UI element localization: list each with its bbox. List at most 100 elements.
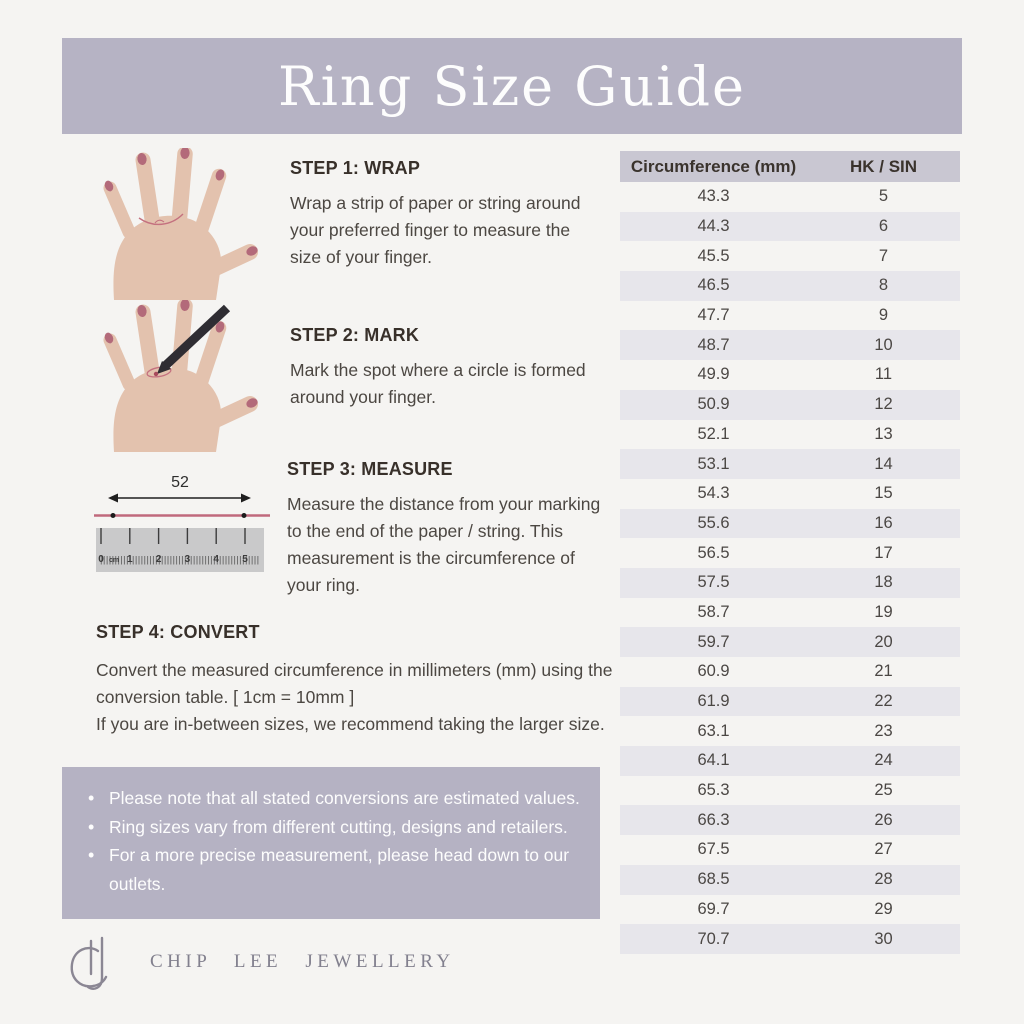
page-title: Ring Size Guide xyxy=(278,54,746,118)
table-row: 48.7 10 xyxy=(620,330,960,361)
table-row: 66.3 26 xyxy=(620,805,960,836)
size-cell: 21 xyxy=(874,662,893,681)
table-row: 70.7 30 xyxy=(620,924,960,954)
hand-with-pen-illustration xyxy=(95,300,270,452)
step-1-title: STEP 1: WRAP xyxy=(290,158,421,178)
ruler-label: 0 xyxy=(98,554,104,565)
step-4-description-note: If you are in-between sizes, we recommen… xyxy=(96,714,605,734)
circumference-cell: 45.5 xyxy=(697,246,730,265)
circumference-cell: 60.9 xyxy=(697,662,730,681)
step-3-section: STEP 3: MEASURE Measure the distance fro… xyxy=(287,459,607,599)
circumference-cell: 57.5 xyxy=(697,573,730,592)
table-row: 57.5 18 xyxy=(620,567,960,598)
circumference-cell: 50.9 xyxy=(697,395,730,414)
circumference-cell: 64.1 xyxy=(697,751,730,770)
size-cell: 27 xyxy=(874,840,893,859)
size-cell: 14 xyxy=(874,454,893,473)
size-cell: 8 xyxy=(878,276,889,295)
table-row: 55.6 16 xyxy=(620,508,960,539)
table-row: 59.7 20 xyxy=(620,627,960,657)
circumference-cell: 44.3 xyxy=(697,217,730,236)
size-cell: 5 xyxy=(878,187,889,206)
table-row: 67.5 27 xyxy=(620,835,960,865)
size-cell: 13 xyxy=(874,424,893,443)
table-row: 63.1 23 xyxy=(620,716,960,746)
conversion-table-body: 43.3 5 44.3 6 45.5 7 46.5 8 47.7 9 48.7 10 49.9 11 50.… xyxy=(620,182,960,954)
circumference-cell: 68.5 xyxy=(697,870,730,889)
step-3-title: STEP 3: MEASURE xyxy=(287,459,453,479)
size-cell: 29 xyxy=(874,899,893,918)
table-row: 68.5 28 xyxy=(620,864,960,895)
size-cell: 15 xyxy=(874,484,893,503)
chip-lee-monogram-logo xyxy=(70,936,108,990)
conversion-table: Circumference (mm) HK / SIN 43.3 5 44.3 6 45… xyxy=(620,151,960,954)
circumference-cell: 56.5 xyxy=(697,543,730,562)
table-row: 47.7 9 xyxy=(620,301,960,331)
table-row: 53.1 14 xyxy=(620,449,960,479)
table-row: 56.5 17 xyxy=(620,538,960,568)
step-2-title: STEP 2: MARK xyxy=(290,325,420,345)
table-row: 61.9 22 xyxy=(620,686,960,717)
ruler-label: 5 xyxy=(242,554,248,565)
table-row: 60.9 21 xyxy=(620,657,960,687)
measured-length-label: 52 xyxy=(171,474,189,491)
step-3-description: Measure the distance from your marking t… xyxy=(287,494,601,595)
table-row: 49.9 11 xyxy=(620,360,960,390)
size-cell: 11 xyxy=(874,365,893,384)
size-cell: 28 xyxy=(874,870,893,889)
size-cell: 20 xyxy=(874,632,893,651)
table-row: 46.5 8 xyxy=(620,271,960,301)
circumference-cell: 55.6 xyxy=(697,513,730,532)
ruler-label: 4 xyxy=(213,554,219,565)
table-row: 69.7 29 xyxy=(620,895,960,925)
circumference-cell: 66.3 xyxy=(697,810,730,829)
ruler-label: 1 xyxy=(127,554,133,565)
brand-name: CHIP LEE JEWELLERY xyxy=(150,951,455,972)
table-row: 43.3 5 xyxy=(620,182,960,212)
conversion-table-header: Circumference (mm) HK / SIN xyxy=(620,151,960,182)
size-cell: 30 xyxy=(874,929,893,948)
circumference-cell: 63.1 xyxy=(697,721,730,740)
table-row: 65.3 25 xyxy=(620,776,960,806)
table-row: 44.3 6 xyxy=(620,211,960,242)
size-cell: 10 xyxy=(874,335,893,354)
size-cell: 17 xyxy=(874,543,893,562)
circumference-cell: 59.7 xyxy=(697,632,730,651)
circumference-cell: 43.3 xyxy=(697,187,730,206)
size-cell: 9 xyxy=(878,306,889,325)
circumference-cell: 46.5 xyxy=(697,276,730,295)
table-row: 52.1 13 xyxy=(620,420,960,450)
ruler-icon: 0 cm 1 2 3 4 5 xyxy=(96,528,264,572)
size-column-header: HK / SIN xyxy=(849,156,918,176)
size-cell: 25 xyxy=(874,781,893,800)
size-cell: 26 xyxy=(874,810,893,829)
size-cell: 6 xyxy=(878,217,889,236)
notes-box: Please note that all stated conversions … xyxy=(62,767,600,919)
circumference-cell: 67.5 xyxy=(697,840,730,859)
size-cell: 12 xyxy=(874,395,893,414)
table-row: 45.5 7 xyxy=(620,241,960,271)
step-1-description: Wrap a strip of paper or string around y… xyxy=(290,193,581,267)
circumference-cell: 58.7 xyxy=(697,602,730,621)
ruler-label: 3 xyxy=(185,554,191,565)
step-4-section: STEP 4: CONVERT Convert the measured cir… xyxy=(96,622,616,738)
table-row: 50.9 12 xyxy=(620,389,960,420)
circumference-cell: 49.9 xyxy=(697,365,730,384)
circumference-column-header: Circumference (mm) xyxy=(630,156,797,176)
size-cell: 16 xyxy=(874,513,893,532)
circumference-cell: 47.7 xyxy=(697,306,730,325)
notes-list: Please note that all stated conversions … xyxy=(82,784,582,898)
ruler-measurement-illustration: 52 0 cm 1 2 3 4 5 xyxy=(94,474,270,572)
step-4-title: STEP 4: CONVERT xyxy=(96,622,260,642)
table-row: 54.3 15 xyxy=(620,479,960,509)
circumference-cell: 54.3 xyxy=(697,484,730,503)
size-cell: 18 xyxy=(874,573,893,592)
note-item: Ring sizes vary from different cutting, … xyxy=(82,813,582,842)
step-4-description: Convert the measured circumference in mi… xyxy=(96,660,613,707)
hand-with-string-illustration xyxy=(95,148,270,300)
size-cell: 24 xyxy=(874,751,893,770)
table-row: 64.1 24 xyxy=(620,746,960,776)
step-2-section: STEP 2: MARK Mark the spot where a circl… xyxy=(290,325,600,411)
size-cell: 19 xyxy=(874,602,893,621)
note-item: For a more precise measurement, please h… xyxy=(82,841,582,898)
